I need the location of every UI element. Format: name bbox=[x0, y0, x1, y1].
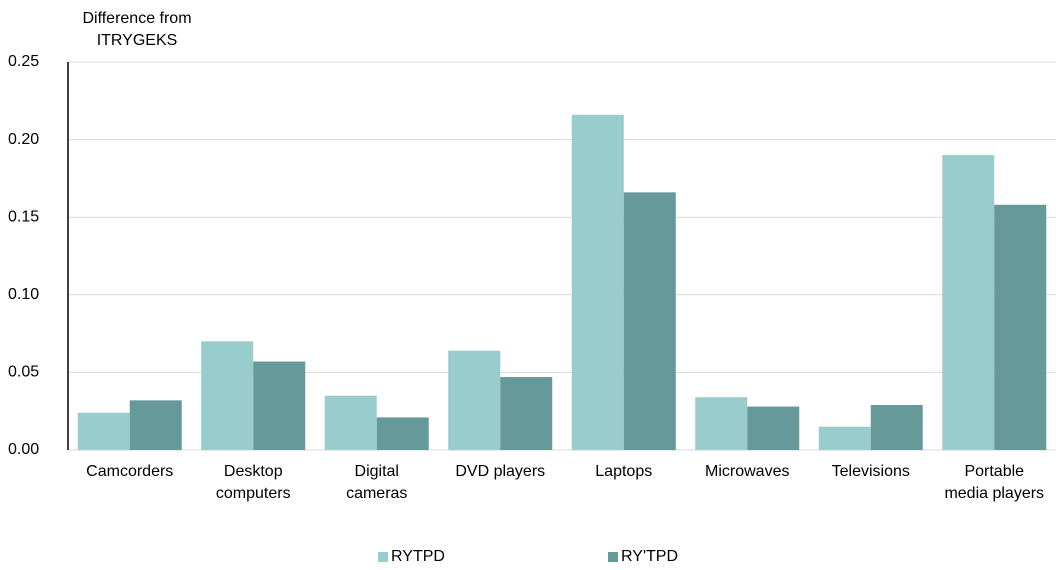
bar bbox=[77, 412, 130, 450]
x-tick-label: Microwaves bbox=[705, 463, 790, 480]
legend-swatch bbox=[608, 552, 618, 562]
bar bbox=[571, 114, 624, 450]
bar bbox=[623, 192, 676, 451]
bar bbox=[500, 377, 553, 450]
y-tick-label: 0.10 bbox=[8, 286, 39, 303]
bar bbox=[129, 400, 182, 450]
legend-item: RY'TPD bbox=[608, 546, 678, 568]
bar bbox=[818, 426, 871, 450]
bar bbox=[870, 404, 923, 450]
x-tick-label: Digital cameras bbox=[346, 463, 408, 502]
legend-label: RYTPD bbox=[391, 548, 445, 565]
y-axis-title: Difference from ITRYGEKS bbox=[82, 10, 192, 49]
y-tick-label: 0.00 bbox=[8, 441, 39, 458]
x-tick-label: Televisions bbox=[831, 463, 910, 480]
bar bbox=[201, 341, 254, 450]
legend-label: RY'TPD bbox=[621, 548, 678, 565]
bar bbox=[994, 204, 1047, 450]
bar bbox=[376, 417, 429, 450]
x-tick-label: DVD players bbox=[455, 463, 546, 480]
bar bbox=[253, 361, 306, 450]
y-tick-label: 0.20 bbox=[8, 131, 39, 148]
x-tick-label: Desktop computers bbox=[215, 463, 291, 502]
y-tick-label: 0.25 bbox=[8, 53, 39, 70]
legend-item: RYTPD bbox=[378, 546, 445, 568]
bar bbox=[942, 155, 995, 450]
bar bbox=[324, 395, 377, 450]
bar bbox=[448, 350, 501, 450]
x-tick-label: Laptops bbox=[595, 463, 653, 480]
x-tick-label: Portable media players bbox=[944, 463, 1045, 502]
bar bbox=[695, 397, 748, 450]
y-tick-label: 0.15 bbox=[8, 208, 39, 225]
legend-swatch bbox=[378, 552, 388, 562]
x-tick-label: Camcorders bbox=[86, 463, 174, 480]
y-tick-label: 0.05 bbox=[8, 364, 39, 381]
bar bbox=[747, 406, 800, 450]
